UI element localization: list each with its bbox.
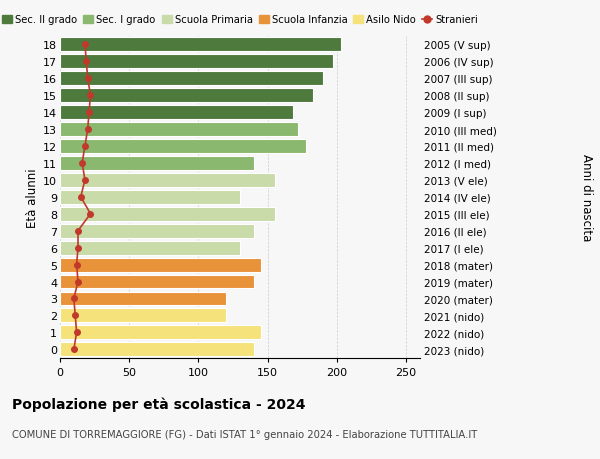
Bar	[60, 38, 341, 52]
Bar	[60, 224, 254, 238]
Bar	[60, 342, 254, 357]
Bar	[60, 207, 275, 221]
Bar	[60, 140, 307, 154]
Legend: Sec. II grado, Sec. I grado, Scuola Primaria, Scuola Infanzia, Asilo Nido, Stran: Sec. II grado, Sec. I grado, Scuola Prim…	[2, 15, 478, 25]
Bar	[60, 89, 313, 103]
Bar	[60, 292, 226, 306]
Y-axis label: Età alunni: Età alunni	[26, 168, 39, 227]
Bar	[60, 241, 240, 255]
Bar	[60, 55, 333, 69]
Text: COMUNE DI TORREMAGGIORE (FG) - Dati ISTAT 1° gennaio 2024 - Elaborazione TUTTITA: COMUNE DI TORREMAGGIORE (FG) - Dati ISTA…	[12, 429, 477, 439]
Bar	[60, 326, 261, 340]
Bar	[60, 174, 275, 187]
Bar	[60, 106, 293, 120]
Bar	[60, 72, 323, 86]
Bar	[60, 190, 240, 204]
Bar	[60, 157, 254, 170]
Bar	[60, 309, 226, 323]
Y-axis label: Anni di nascita: Anni di nascita	[580, 154, 593, 241]
Bar	[60, 275, 254, 289]
Text: Popolazione per età scolastica - 2024: Popolazione per età scolastica - 2024	[12, 397, 305, 412]
Bar	[60, 258, 261, 272]
Bar	[60, 123, 298, 137]
